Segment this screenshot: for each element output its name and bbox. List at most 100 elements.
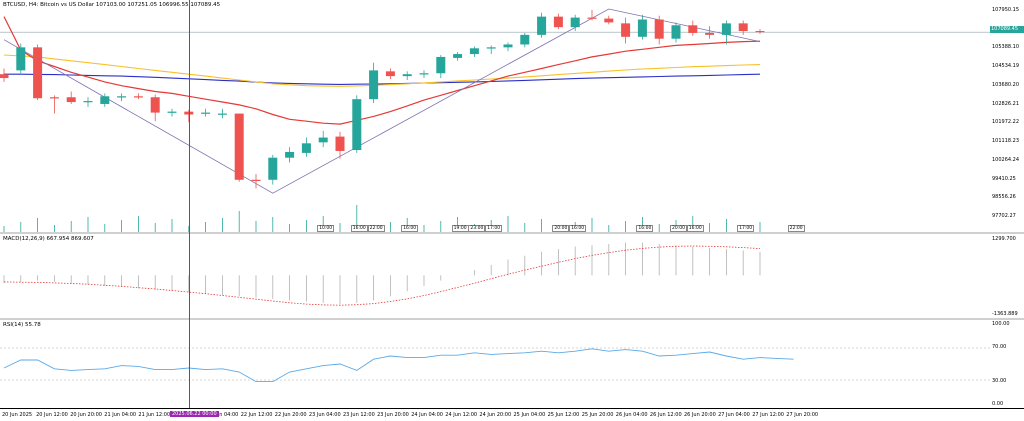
ma-yellow-line bbox=[3, 54, 761, 87]
time-marker-label: 16:00 bbox=[686, 225, 704, 232]
candle-body bbox=[83, 101, 93, 103]
time-axis-label: 22 Jun 04:00 bbox=[206, 412, 239, 418]
price-chart-canvas[interactable] bbox=[0, 0, 990, 232]
time-axis[interactable]: 20 Jun 2025 20 Jun 12:00 20 Jun 20:00 21 Ju… bbox=[0, 408, 1024, 421]
macd-level-bottom: -1363.889 bbox=[992, 311, 1018, 317]
candle-body bbox=[453, 54, 463, 58]
time-axis-label: 20 Jun 12:00 bbox=[36, 412, 68, 418]
candle-body bbox=[520, 34, 530, 45]
time-marker-label: 22:00 bbox=[367, 225, 385, 232]
time-axis-label: 27 Jun 04:00 bbox=[718, 412, 750, 418]
rsi-title: RSI(14) 55.78 bbox=[3, 322, 41, 328]
time-marker-label: 16:00 bbox=[569, 225, 587, 232]
price-level-label: 104534.19 bbox=[992, 63, 1020, 70]
candle-body bbox=[604, 18, 614, 23]
candle-body bbox=[268, 157, 278, 180]
time-axis-label: 26 Jun 20:00 bbox=[684, 412, 716, 418]
candle-body bbox=[587, 17, 597, 19]
time-marker-label: 16:00 bbox=[350, 225, 368, 232]
macd-pane[interactable]: MACD(12,26,9) 667.954 869.607 bbox=[0, 234, 990, 318]
time-axis-label: 26 Jun 12:00 bbox=[649, 412, 682, 418]
selected-time-label: 2025.06.22 00:00 bbox=[170, 411, 219, 417]
candle-body bbox=[16, 47, 26, 71]
price-level-label: 102826.21 bbox=[992, 100, 1020, 107]
macd-scale[interactable]: 1299.700 -1363.889 bbox=[990, 234, 1024, 318]
candle-body bbox=[369, 70, 379, 100]
candle-body bbox=[553, 16, 563, 28]
candle-body bbox=[352, 99, 362, 151]
candle-body bbox=[117, 96, 127, 98]
price-level-label: 103680.20 bbox=[992, 81, 1020, 88]
candle-body bbox=[436, 56, 446, 74]
time-axis-label: 21 Jun 12:00 bbox=[138, 412, 171, 418]
price-chart-pane[interactable]: BTCUSD, H4: Bitcoin vs US Dollar 107103.… bbox=[0, 0, 990, 232]
time-axis-label: 23 Jun 20:00 bbox=[377, 412, 409, 418]
ma-blue-line bbox=[4, 73, 761, 85]
time-marker-label: 20:00 bbox=[552, 225, 570, 232]
candle-body bbox=[671, 25, 681, 39]
rsi-level-30: 30.00 bbox=[992, 378, 1007, 384]
price-level-label: 101118.23 bbox=[992, 138, 1020, 145]
time-marker-label: 22:00 bbox=[787, 225, 805, 232]
candle-body bbox=[66, 97, 76, 103]
time-axis-label: 20 Jun 20:00 bbox=[70, 412, 102, 418]
time-axis-label: 27 Jun 20:00 bbox=[786, 412, 819, 418]
time-marker-label: 20:00 bbox=[670, 225, 687, 232]
candle-body bbox=[738, 23, 748, 32]
candle-body bbox=[755, 31, 765, 33]
candle-body bbox=[705, 32, 715, 35]
time-marker-label: 19:00 bbox=[451, 225, 469, 232]
macd-canvas[interactable] bbox=[0, 234, 990, 318]
candle-body bbox=[234, 113, 244, 180]
candle-body bbox=[217, 113, 227, 115]
candle-body bbox=[637, 19, 647, 37]
time-axis-label: 24 Jun 20:00 bbox=[479, 412, 512, 418]
zigzag-line bbox=[3, 8, 761, 194]
time-axis-label: 23 Jun 12:00 bbox=[343, 412, 375, 418]
macd-signal-line bbox=[3, 245, 761, 306]
candle-body bbox=[335, 136, 345, 151]
price-level-label: 100264.24 bbox=[992, 156, 1020, 163]
time-axis-label: 22 Jun 20:00 bbox=[274, 412, 307, 418]
candle-body bbox=[201, 112, 211, 114]
current-price-tag: 107089.45 bbox=[990, 26, 1024, 33]
time-axis-label: 25 Jun 20:00 bbox=[581, 412, 614, 418]
candle-body bbox=[285, 151, 295, 158]
candle-body bbox=[402, 74, 412, 77]
candle-body bbox=[469, 48, 479, 55]
time-marker-label: 16:00 bbox=[401, 225, 419, 232]
candle-body bbox=[688, 25, 698, 33]
candle-body bbox=[621, 23, 631, 37]
time-marker-label: 17:00 bbox=[737, 225, 755, 232]
candle-body bbox=[33, 47, 43, 99]
time-axis-label: 26 Jun 04:00 bbox=[615, 412, 648, 418]
price-scale[interactable]: 107950.15106242.17105388.10104534.191036… bbox=[990, 0, 1024, 232]
rsi-canvas[interactable] bbox=[0, 320, 990, 408]
price-level-label: 99410.25 bbox=[992, 175, 1016, 182]
pane-separator-1[interactable] bbox=[0, 232, 1024, 234]
candle-body bbox=[503, 44, 513, 48]
candle-body bbox=[654, 19, 664, 39]
pane-separator-2[interactable] bbox=[0, 318, 1024, 320]
candle-body bbox=[486, 47, 496, 49]
candle-body bbox=[419, 73, 429, 75]
rsi-level-0: 0.00 bbox=[992, 401, 1004, 407]
time-axis-label: 22 Jun 12:00 bbox=[240, 412, 273, 418]
time-marker-label: 16:00 bbox=[636, 225, 654, 232]
candle-body bbox=[385, 71, 395, 77]
time-axis-label: 27 Jun 12:00 bbox=[752, 412, 784, 418]
candle-body bbox=[100, 96, 110, 104]
candle-body bbox=[184, 111, 194, 115]
rsi-pane[interactable]: RSI(14) 55.78 bbox=[0, 320, 990, 408]
price-level-label: 105388.10 bbox=[992, 44, 1020, 51]
candle-body bbox=[537, 16, 547, 35]
crosshair-vertical-line bbox=[189, 0, 190, 408]
candle-body bbox=[150, 97, 160, 113]
rsi-scale[interactable]: 100.00 70.00 30.00 0.00 bbox=[990, 320, 1024, 408]
time-axis-label: 24 Jun 04:00 bbox=[411, 412, 443, 418]
price-level-label: 101972.22 bbox=[992, 119, 1020, 126]
time-axis-label: 21 Jun 04:00 bbox=[104, 412, 137, 418]
ma-red-line bbox=[3, 16, 761, 125]
price-level-label: 107950.15 bbox=[992, 7, 1020, 13]
time-axis-label: 23 Jun 04:00 bbox=[308, 412, 341, 418]
